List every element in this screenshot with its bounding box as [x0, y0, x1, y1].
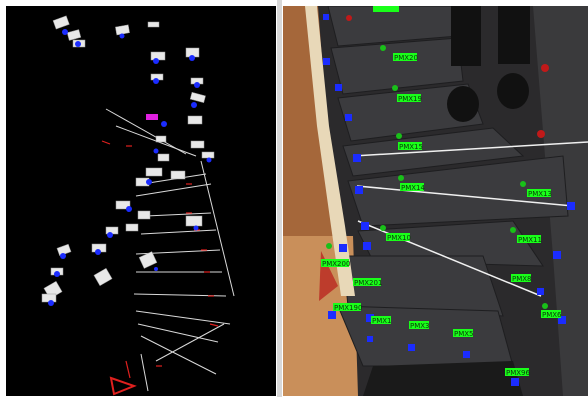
label-pmx6: PMX6	[541, 310, 562, 319]
bottom-step	[363, 361, 523, 396]
label-pmx1: PMX1	[371, 316, 392, 325]
camera-canvas[interactable]: PMX20 PMX19 PMX15 PMX14 PMX13 PMX10 PMX1…	[283, 6, 588, 396]
point-cloud-3d-view[interactable]	[6, 6, 276, 396]
label-pmx200: PMX200	[321, 259, 350, 268]
svg-text:PMX8: PMX8	[512, 275, 532, 283]
stair-edge-lines	[105, 108, 235, 392]
svg-text:PMX10: PMX10	[387, 234, 411, 242]
svg-text:PMX15: PMX15	[399, 143, 423, 151]
label-pmx14: PMX14	[400, 183, 426, 192]
camera-image-view[interactable]: PMX20 PMX19 PMX15 PMX14 PMX13 PMX10 PMX1…	[283, 6, 588, 396]
label-pmx20: PMX20	[393, 53, 418, 62]
label-pmx10: PMX10	[386, 233, 411, 242]
svg-text:PMX6: PMX6	[542, 311, 562, 319]
label-pmx96: PMX96	[505, 368, 531, 377]
point-cloud-canvas[interactable]	[6, 6, 276, 396]
svg-text:PMX14: PMX14	[401, 184, 426, 192]
svg-text:PMX19: PMX19	[398, 95, 422, 103]
person-feet	[447, 6, 530, 122]
svg-text:PMX3: PMX3	[410, 322, 430, 330]
label-pmx3: PMX3	[409, 321, 430, 330]
label-pmx15: PMX15	[398, 142, 423, 151]
svg-text:PMX20: PMX20	[394, 54, 418, 62]
panel-divider	[277, 0, 282, 397]
stair-treads	[327, 6, 569, 367]
stair-stringer	[305, 6, 355, 296]
svg-text:PMX5: PMX5	[454, 330, 474, 338]
svg-text:PMX96: PMX96	[506, 369, 531, 377]
label-pmx13: PMX13	[527, 189, 552, 198]
label-pmx5: PMX5	[453, 329, 474, 338]
detection-dots	[326, 15, 549, 309]
svg-text:PMX201: PMX201	[354, 279, 382, 287]
blue-markers	[323, 14, 575, 386]
label-pmx201: PMX201	[353, 278, 382, 287]
red-ticks	[101, 140, 219, 367]
marker-labels: PMX20 PMX19 PMX15 PMX14 PMX13 PMX10 PMX1…	[321, 6, 562, 377]
svg-text:PMX11: PMX11	[518, 236, 542, 244]
svg-text:PMX13: PMX13	[528, 190, 552, 198]
camera-markers	[41, 15, 215, 306]
label-pmx190: PMX190	[333, 303, 362, 312]
label-pmx19: PMX19	[397, 94, 422, 103]
magenta-marker	[146, 114, 158, 120]
svg-text:PMX1: PMX1	[372, 317, 392, 325]
label-pmx8: PMX8	[511, 274, 532, 283]
svg-text:PMX200: PMX200	[322, 260, 350, 268]
label-pmx11: PMX11	[517, 235, 542, 244]
red-triangle-marker	[109, 376, 137, 396]
svg-text:PMX190: PMX190	[334, 304, 362, 312]
